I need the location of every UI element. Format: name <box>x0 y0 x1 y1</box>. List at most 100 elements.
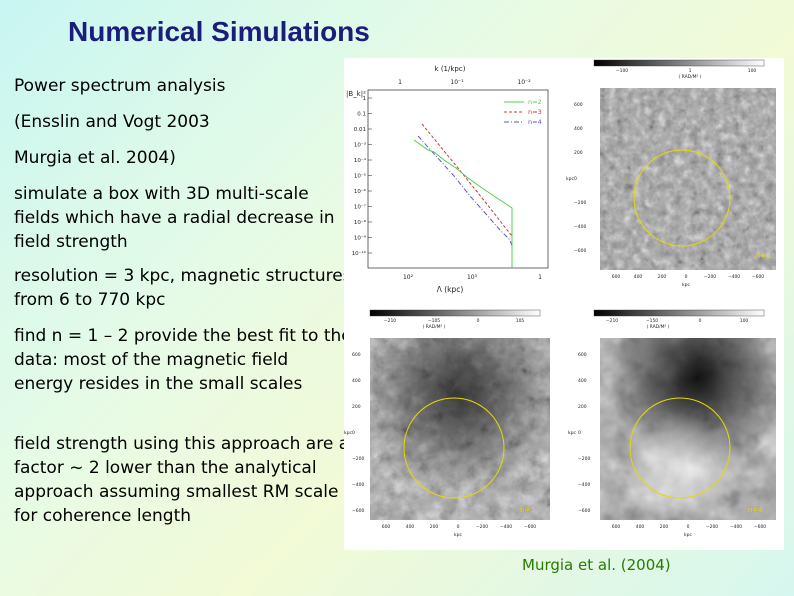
svg-text:200: 200 <box>430 524 439 530</box>
x-ticks: 600 400 200 0 −200 −400 −600 <box>612 274 765 280</box>
svg-text:200: 200 <box>658 274 667 280</box>
svg-text:400: 400 <box>352 378 361 384</box>
legend-item: n=3 <box>528 108 542 116</box>
x-ticks: 600 400 200 0 −200 −400 −600 <box>612 524 767 530</box>
svg-text:−600: −600 <box>754 524 766 530</box>
colorbar <box>593 309 765 317</box>
y-tick-label: 10⁻⁴ <box>354 157 367 164</box>
svg-text:400: 400 <box>406 524 415 530</box>
svg-text:−400: −400 <box>578 482 590 488</box>
svg-text:−200: −200 <box>352 456 364 462</box>
y-tick-label: 10⁻⁶ <box>354 188 367 195</box>
text-ensslin-ref: (Ensslin and Vogt 2003 <box>14 112 210 132</box>
colorbar-tick: 1 <box>689 68 692 74</box>
text-simulate-box: simulate a box with 3D multi-scale field… <box>14 184 335 252</box>
svg-text:0: 0 <box>578 430 581 436</box>
svg-text:−400: −400 <box>728 274 740 280</box>
x-tick: 1 <box>538 274 542 281</box>
svg-text:200: 200 <box>578 404 587 410</box>
svg-text:−600: −600 <box>752 274 764 280</box>
svg-text:−200: −200 <box>704 274 716 280</box>
rm-map-n2: −100 1 100 ( RAD/M² ) n=2 600 400 200 0 … <box>566 59 776 288</box>
cluster-circle <box>403 397 505 499</box>
x-tick: 10³ <box>467 274 478 281</box>
colorbar-tick: 0 <box>699 318 702 324</box>
svg-text:−600: −600 <box>578 508 590 514</box>
slide-title: Numerical Simulations <box>68 16 370 47</box>
top-axis-label: k (1/kpc) <box>435 65 466 73</box>
svg-text:0: 0 <box>687 524 690 530</box>
y-ticks: 1 0.1 0.01 10⁻³ 10⁻⁴ 10⁻⁵ 10⁻⁶ 10⁻⁷ 10⁻⁸ 10⁻⁹ 10⁻¹… <box>352 96 372 257</box>
colorbar-tick: 100 <box>748 68 757 74</box>
svg-text:600: 600 <box>574 102 583 108</box>
x-tick: 10² <box>403 274 414 281</box>
colorbar-tick: −150 <box>646 318 658 324</box>
figure-caption: Murgia et al. (2004) <box>522 556 671 574</box>
svg-text:−600: −600 <box>574 248 586 254</box>
svg-text:−600: −600 <box>352 508 364 514</box>
svg-text:0: 0 <box>685 274 688 280</box>
svg-text:600: 600 <box>612 524 621 530</box>
y-axis-label: kpc <box>568 430 576 436</box>
y-tick-label: 0.01 <box>354 127 366 133</box>
y-ticks: 600 400 200 0 −200 −400 −600 <box>578 352 590 514</box>
cluster-circle <box>629 397 731 499</box>
text-murgia-ref: Murgia et al. 2004) <box>14 148 176 168</box>
y-ticks: 600 400 200 0 −200 −400 −600 <box>574 102 586 254</box>
legend-item: n=4 <box>528 118 542 126</box>
colorbar-tick: 105 <box>516 318 525 324</box>
svg-text:−400: −400 <box>500 524 512 530</box>
svg-text:0: 0 <box>457 524 460 530</box>
svg-text:600: 600 <box>578 352 587 358</box>
svg-text:−400: −400 <box>574 224 586 230</box>
spectrum-curve-n4 <box>417 135 513 268</box>
svg-text:400: 400 <box>578 378 587 384</box>
svg-text:400: 400 <box>634 274 643 280</box>
rm-map-shading <box>370 338 550 520</box>
svg-text:−600: −600 <box>524 524 536 530</box>
n-label: n=4 <box>748 506 763 514</box>
y-tick-label: 10⁻¹⁰ <box>352 250 367 257</box>
top-tick: 10⁻² <box>517 79 531 86</box>
cluster-circle <box>633 149 731 247</box>
simulation-figure: k (1/kpc) 1 10⁻¹ 10⁻² |B_k|² 1 0.1 0.01 10⁻… <box>344 58 784 550</box>
y-tick-label: 0.1 <box>357 112 366 118</box>
n-label: n=2 <box>756 252 771 260</box>
svg-text:200: 200 <box>660 524 669 530</box>
y-tick-label: 10⁻⁷ <box>354 204 366 211</box>
colorbar <box>369 309 541 317</box>
y-tick-label: 10⁻³ <box>354 142 366 149</box>
rm-map-highlight <box>600 338 776 520</box>
y-tick-label: 10⁻⁹ <box>354 235 366 242</box>
colorbar-tick: 0 <box>477 318 480 324</box>
rm-map-texture <box>600 88 776 270</box>
svg-text:−200: −200 <box>574 200 586 206</box>
colorbar-label: ( RAD/M² ) <box>678 74 701 80</box>
colorbar-tick: −210 <box>606 318 618 324</box>
text-best-fit: find n = 1 – 2 provide the best fit to t… <box>14 326 352 394</box>
svg-text:−400: −400 <box>730 524 742 530</box>
spectrum-curve-n2 <box>413 139 513 268</box>
x-axis-label: kpc <box>682 282 690 288</box>
text-field-strength: field strength using this approach are a… <box>14 434 350 526</box>
legend: n=2 n=3 n=4 <box>504 98 542 126</box>
svg-text:600: 600 <box>382 524 391 530</box>
svg-text:600: 600 <box>352 352 361 358</box>
svg-text:0: 0 <box>574 176 577 182</box>
rm-map-n3: −210 −105 0 105 ( RAD/M² ) n=3 600 400 2… <box>344 309 550 538</box>
colorbar-tick: −105 <box>428 318 440 324</box>
y-tick-label: 1 <box>363 96 367 102</box>
svg-text:−200: −200 <box>706 524 718 530</box>
svg-text:200: 200 <box>574 150 583 156</box>
rm-map-n4: −210 −150 0 100 ( RAD/M² ) n=4 600 400 2… <box>568 309 776 538</box>
svg-text:200: 200 <box>352 404 361 410</box>
svg-text:−200: −200 <box>578 456 590 462</box>
svg-text:−400: −400 <box>352 482 364 488</box>
power-spectrum-plot: k (1/kpc) 1 10⁻¹ 10⁻² |B_k|² 1 0.1 0.01 10⁻… <box>344 58 559 300</box>
x-axis-label: kpc <box>454 532 462 538</box>
plot-frame <box>367 89 549 269</box>
y-axis-label: kpc <box>344 430 352 436</box>
svg-text:400: 400 <box>636 524 645 530</box>
colorbar <box>593 59 765 67</box>
svg-text:0: 0 <box>352 430 355 436</box>
